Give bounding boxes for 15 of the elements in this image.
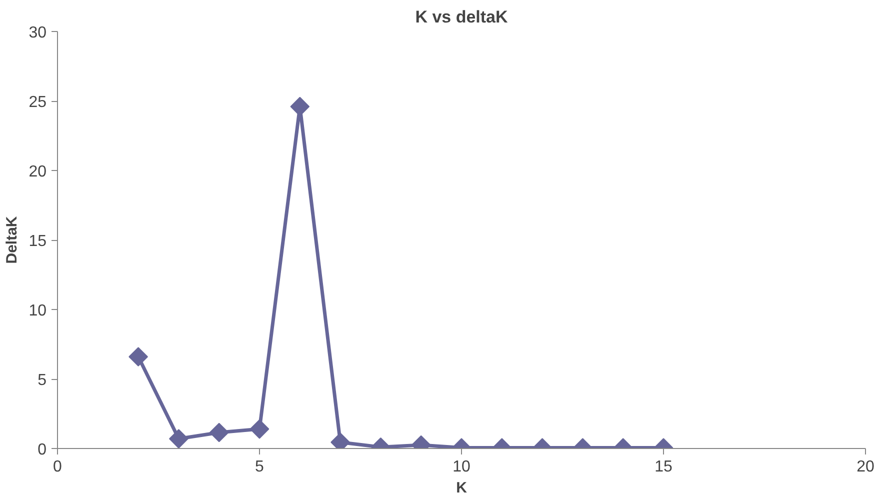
y-tick-label: 25	[28, 94, 47, 111]
x-tick-label: 0	[53, 458, 62, 476]
y-tick-label: 5	[38, 372, 47, 389]
y-tick-label: 10	[28, 302, 47, 320]
y-axis-title: DeltaK	[4, 216, 21, 264]
y-tick-label: 20	[28, 164, 47, 180]
y-tick-label: 15	[28, 233, 47, 250]
y-tick-label: 0	[38, 442, 47, 458]
x-tick-label: 15	[654, 458, 672, 476]
x-tick-label: 5	[255, 458, 264, 476]
y-tick-label: 30	[28, 24, 47, 42]
x-tick-label: 10	[452, 458, 470, 476]
x-tick-label: 20	[856, 458, 874, 476]
x-axis-title: K	[456, 480, 468, 496]
chart-title: K vs deltaK	[415, 8, 509, 26]
